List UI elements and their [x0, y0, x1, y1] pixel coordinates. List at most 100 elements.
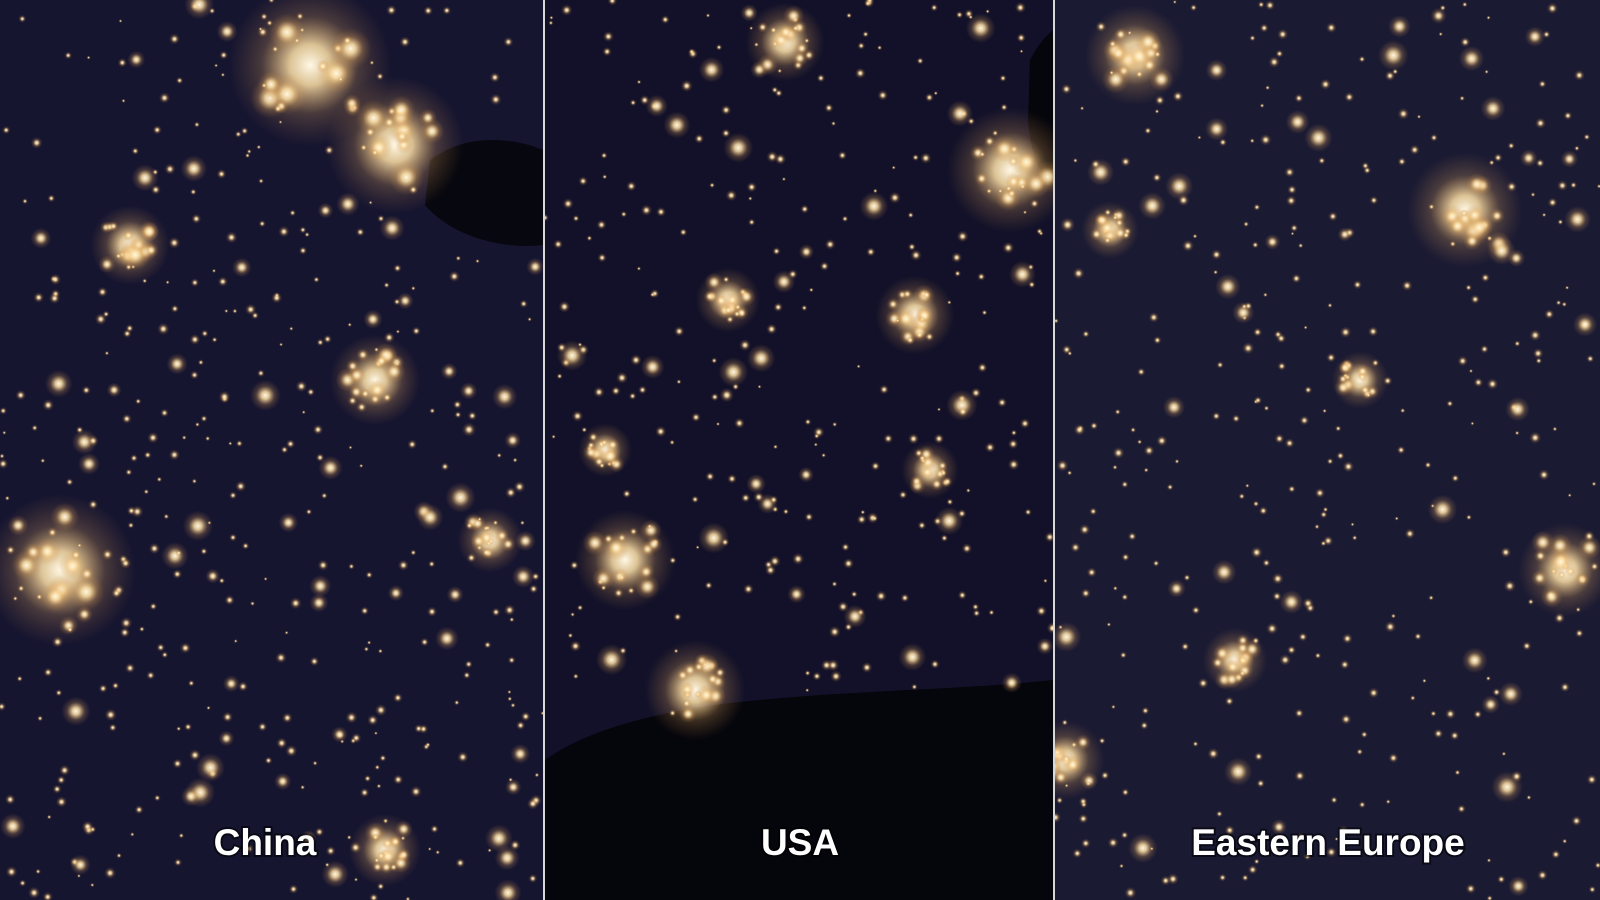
city-light	[981, 309, 988, 316]
city-light	[1075, 734, 1091, 751]
city-light	[1290, 224, 1299, 232]
city-light	[314, 827, 324, 837]
city-light	[776, 23, 795, 41]
city-light	[628, 392, 637, 400]
city-light	[146, 671, 156, 680]
city-light	[47, 194, 56, 203]
city-light	[540, 710, 543, 716]
city-light	[1342, 633, 1353, 644]
city-light	[278, 120, 283, 125]
city-light	[804, 512, 814, 522]
city-light	[1303, 852, 1312, 861]
city-light	[160, 408, 169, 418]
city-light	[513, 481, 526, 493]
city-light	[1197, 677, 1209, 689]
city-light	[165, 280, 170, 285]
city-light	[901, 288, 913, 300]
city-light	[320, 492, 328, 500]
city-light	[1112, 585, 1118, 591]
city-light	[551, 434, 556, 440]
city-light	[1547, 197, 1558, 208]
city-light	[309, 575, 332, 597]
city-light	[367, 714, 379, 726]
city-light	[288, 884, 299, 894]
city-light	[957, 406, 969, 418]
city-light	[978, 150, 986, 158]
city-light	[990, 135, 1018, 163]
city-light	[930, 3, 938, 12]
city-light	[388, 159, 425, 196]
city-light	[1001, 672, 1022, 693]
city-light	[1279, 589, 1304, 615]
city-light	[1079, 106, 1085, 111]
city-light	[379, 754, 387, 762]
city-light	[1152, 559, 1160, 567]
city-light	[746, 182, 757, 193]
city-light	[865, 0, 875, 5]
city-light	[360, 606, 370, 616]
city-light	[1247, 864, 1258, 875]
city-light	[1286, 195, 1297, 206]
city-light	[629, 99, 637, 107]
city-light	[515, 530, 536, 552]
city-light	[895, 318, 900, 323]
city-light	[1072, 267, 1085, 280]
city-light	[1082, 330, 1090, 338]
city-light	[1259, 134, 1272, 146]
city-light	[739, 339, 751, 351]
city-light	[381, 837, 394, 850]
city-light	[1100, 771, 1110, 780]
city-light	[1409, 144, 1420, 155]
city-light	[51, 636, 64, 648]
city-light	[773, 302, 783, 313]
city-light	[289, 209, 296, 217]
city-light	[293, 37, 301, 44]
city-light	[691, 495, 699, 504]
city-light	[169, 33, 180, 45]
city-light	[17, 584, 25, 593]
city-light	[0, 813, 26, 839]
city-light	[737, 287, 756, 307]
city-light	[805, 688, 810, 693]
city-light	[131, 147, 140, 155]
city-light	[777, 68, 783, 74]
city-light	[1128, 833, 1158, 863]
city-light	[915, 306, 934, 325]
city-light	[769, 26, 778, 34]
city-light	[1135, 69, 1144, 79]
city-light	[345, 711, 358, 724]
city-light	[166, 353, 188, 375]
city-light	[43, 667, 53, 677]
city-light	[1212, 411, 1221, 421]
city-light	[1183, 574, 1191, 582]
city-light	[946, 498, 954, 506]
city-light	[393, 774, 404, 785]
city-light	[376, 783, 382, 789]
city-light	[1446, 215, 1469, 238]
city-light	[711, 357, 718, 364]
city-light	[129, 832, 135, 837]
city-light	[1274, 433, 1285, 444]
city-light	[644, 535, 663, 553]
city-light	[363, 309, 383, 329]
city-light	[1290, 231, 1295, 236]
city-light	[647, 523, 653, 530]
city-light	[1470, 294, 1480, 304]
city-light	[1439, 4, 1447, 12]
city-light	[387, 95, 416, 124]
city-light	[509, 839, 521, 851]
city-light	[1572, 312, 1598, 337]
city-light	[1501, 751, 1507, 757]
city-light	[469, 515, 487, 532]
city-light	[527, 317, 532, 322]
city-light	[216, 21, 238, 42]
city-light	[1107, 837, 1119, 849]
city-light	[485, 824, 513, 853]
city-light	[1177, 194, 1190, 207]
city-light	[1108, 39, 1118, 49]
city-light	[985, 9, 990, 14]
city-light	[1560, 682, 1570, 693]
city-light	[1368, 687, 1379, 699]
city-light	[232, 308, 238, 314]
city-light	[196, 753, 225, 783]
